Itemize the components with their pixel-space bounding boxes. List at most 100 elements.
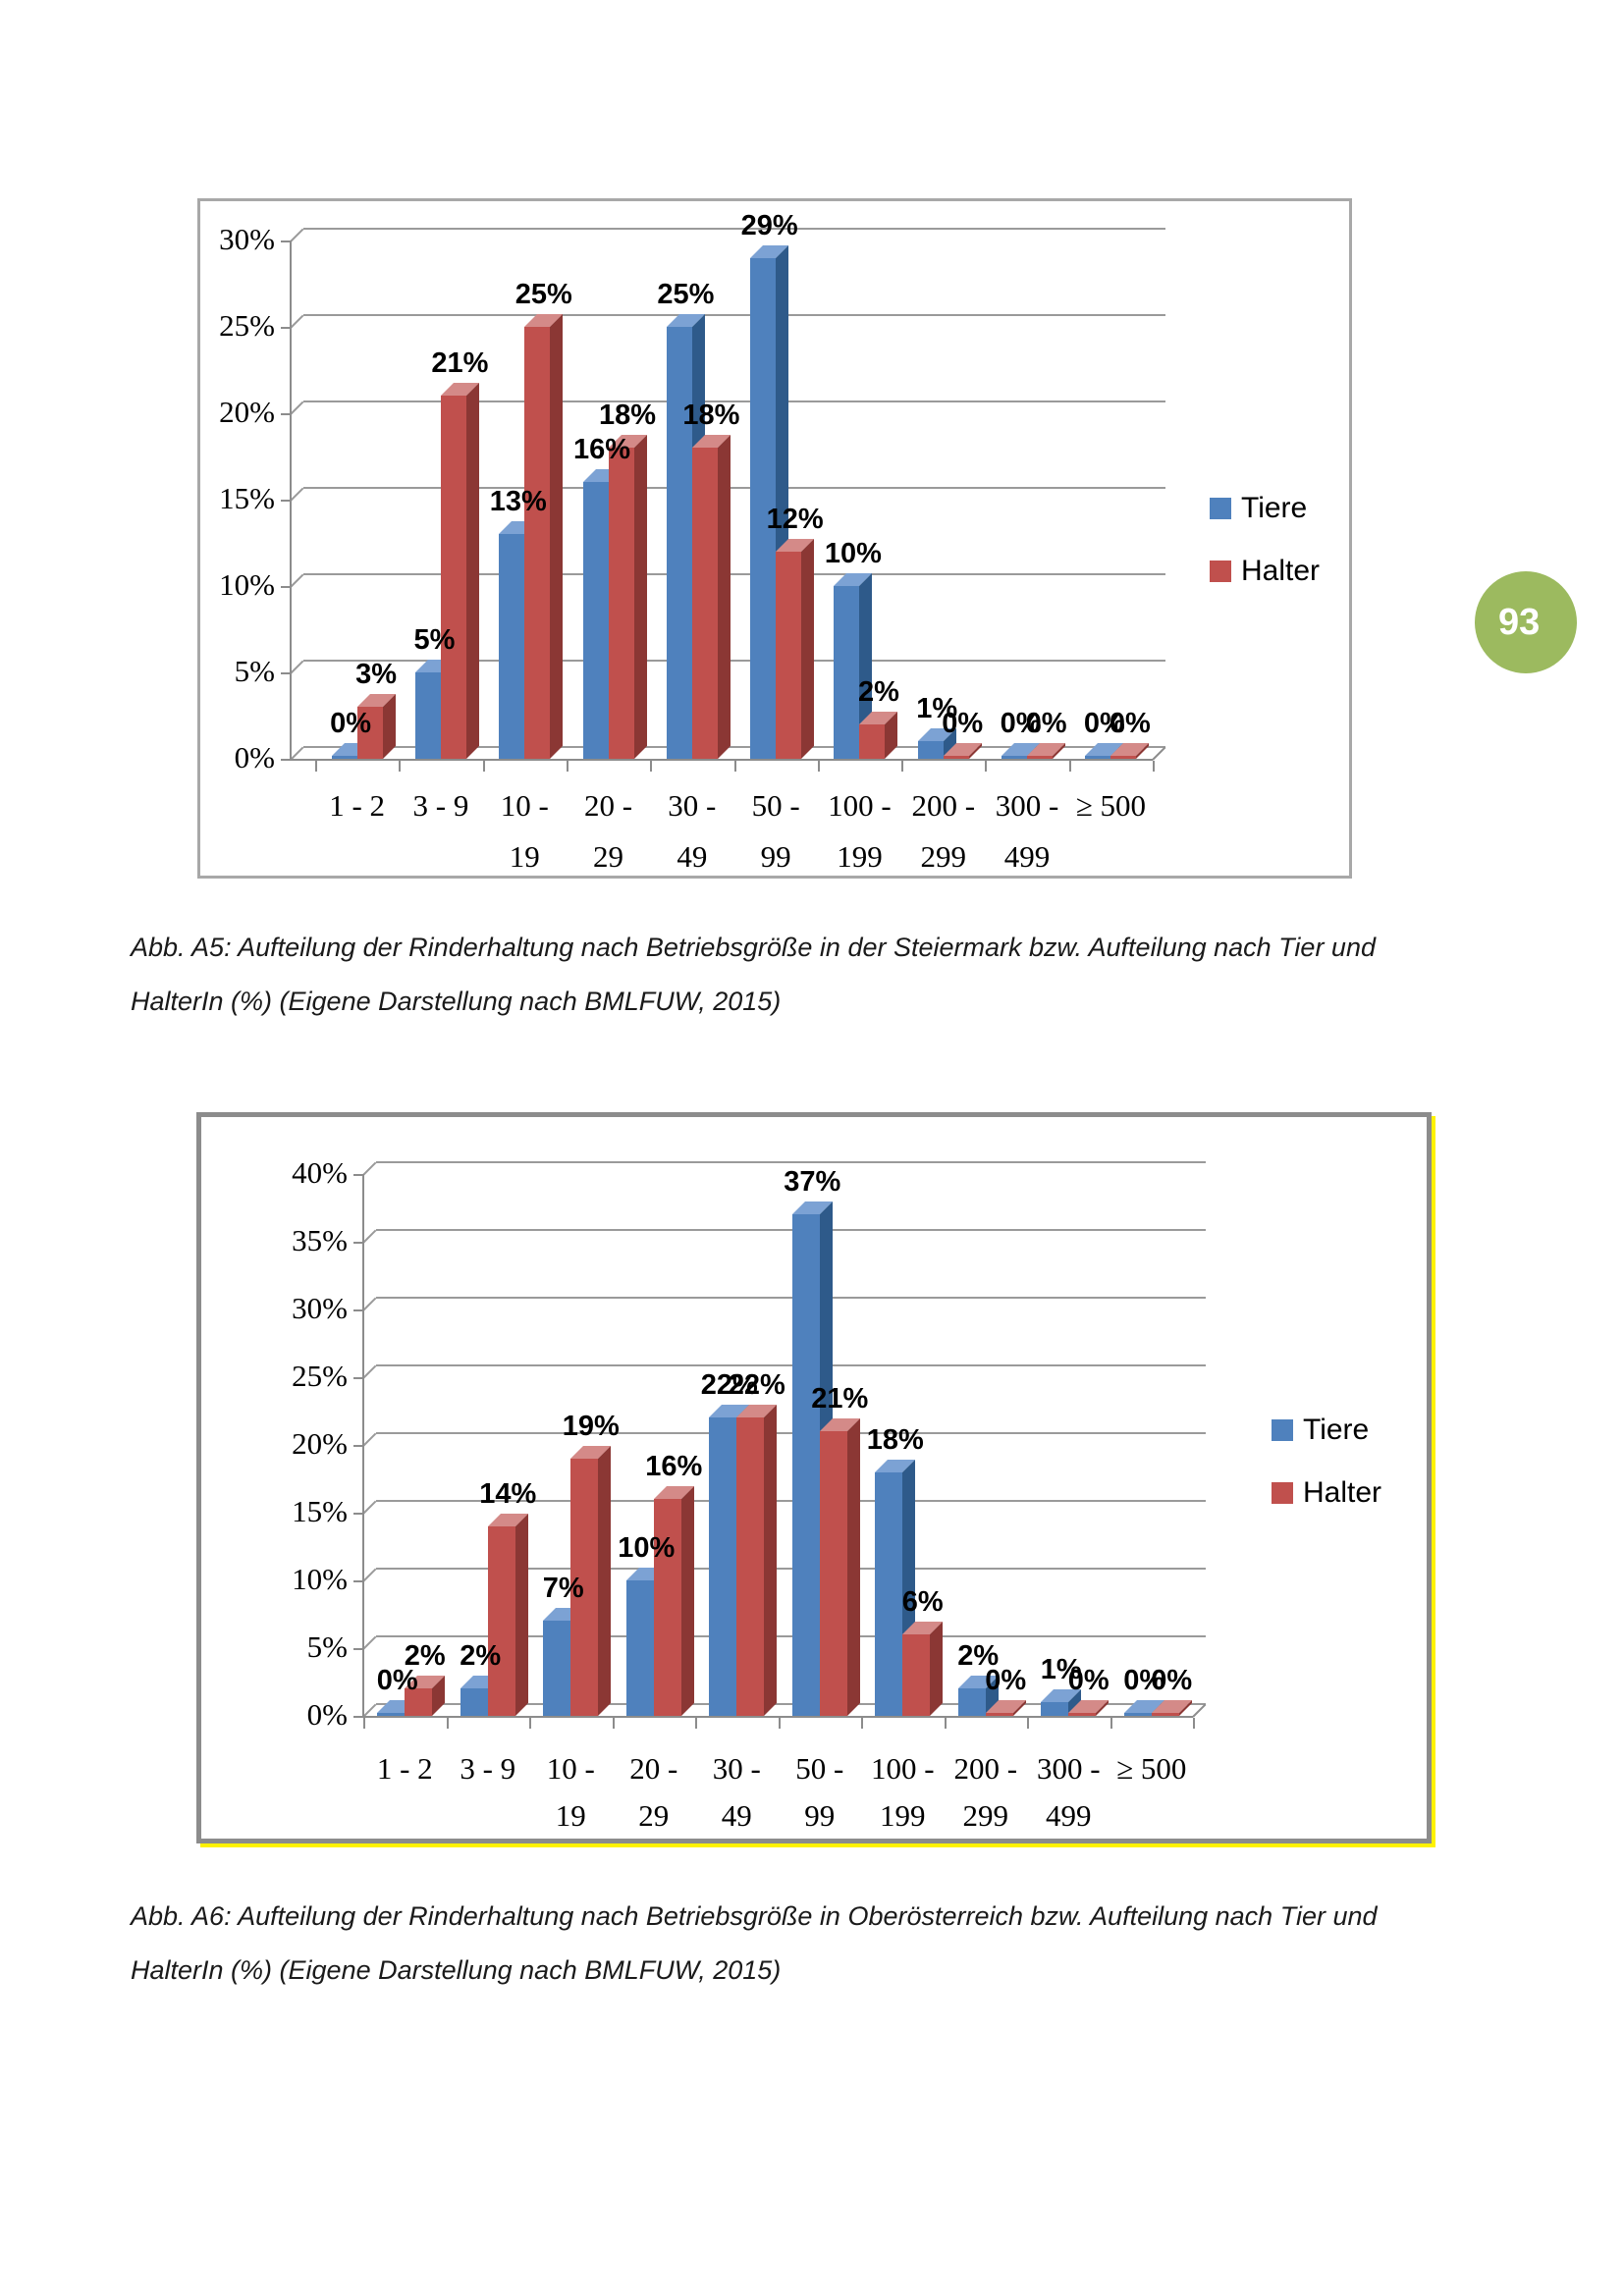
x-axis-tick-0 — [315, 761, 317, 772]
bar-halter-3-9 — [487, 1525, 515, 1716]
legend-item-halter: Halter — [1272, 1476, 1381, 1510]
bar-halter-100-199 — [859, 723, 886, 759]
x-axis-tick-6 — [817, 761, 820, 772]
gridline-20 — [376, 1432, 1206, 1434]
gridline-0 — [303, 746, 1165, 748]
bar-tiere-100-199 — [834, 586, 860, 759]
legend-label-tiere: Tiere — [1241, 492, 1308, 524]
x-axis-tick-9 — [1110, 1718, 1112, 1729]
x-axis-tick-2 — [529, 1718, 531, 1729]
bar-tiere-50-99 — [791, 1214, 820, 1716]
bar-tiere-100-199 — [875, 1471, 903, 1716]
bar-data-label-tiere-3-9: 2% — [460, 1640, 502, 1673]
legend-label-halter: Halter — [1241, 555, 1321, 587]
bar-data-label-halter-1-2: 3% — [355, 659, 398, 691]
x-category-label-1-2: 1 - 2 — [376, 1751, 433, 1786]
x-category-label-3-9: 3 - 9 — [460, 1751, 516, 1786]
legend-swatch-tiere — [1210, 498, 1231, 519]
bar-data-label-halter-≥500: 0% — [1109, 708, 1151, 739]
bar-data-label-tiere-3-9: 5% — [413, 624, 456, 656]
bar-halter-1-2 — [356, 707, 383, 759]
x-category-label2-30-49: 49 — [677, 839, 708, 874]
y-axis-tick-5 — [281, 672, 291, 674]
bar-data-label-tiere-10-19: 13% — [489, 486, 547, 518]
y-tick-label-0: 0% — [234, 740, 275, 774]
x-category-label2-200-299: 299 — [920, 839, 967, 874]
bar-data-label-halter-10-19: 19% — [562, 1410, 620, 1442]
bar-data-label-halter-100-199: 6% — [901, 1586, 944, 1619]
x-category-label2-10-19: 19 — [509, 839, 540, 874]
bar-data-label-tiere-100-199: 10% — [824, 538, 882, 569]
floor-right-edge — [1152, 746, 1166, 761]
x-category-label2-10-19: 19 — [555, 1798, 586, 1833]
y-tick-label-5: 5% — [234, 654, 275, 688]
caption-a6-line1: Abb. A6: Aufteilung der Rinderhaltung na… — [131, 1901, 1378, 1931]
y-axis-tick-35 — [353, 1242, 363, 1244]
bar-data-label-tiere-≥500: 0% — [1123, 1665, 1165, 1696]
bar-halter-200-299 — [985, 1713, 1013, 1716]
chart-a5-steiermark: 0% 5% 10% 15% 20% 25% 30% 1 - 2 3 - 9 10 - 19 20 - 2… — [197, 198, 1352, 879]
bar-tiere-50-99 — [750, 257, 777, 759]
gridline-15 — [303, 487, 1165, 489]
bar-halter-30-49-side-face — [764, 1405, 778, 1716]
x-category-label-300-499: 300 - — [1036, 1751, 1101, 1786]
x-category-label2-20-29: 29 — [593, 839, 624, 874]
bar-halter-30-49 — [736, 1417, 765, 1716]
bar-halter-3-9-side-face — [465, 383, 479, 759]
y-axis-tick-30 — [281, 240, 291, 242]
legend-swatch-halter — [1210, 561, 1231, 582]
x-category-label2-50-99: 99 — [760, 839, 791, 874]
bar-tiere-≥500 — [1123, 1713, 1152, 1716]
bar-tiere-200-299 — [957, 1688, 986, 1716]
gridline-jog-25 — [362, 1364, 377, 1379]
y-axis-line — [290, 240, 292, 761]
bar-tiere-1-2 — [331, 756, 357, 759]
bar-data-label-halter-20-29: 18% — [599, 400, 657, 432]
bar-tiere-30-49 — [666, 327, 692, 759]
y-tick-label-35: 35% — [292, 1223, 348, 1257]
bar-data-label-tiere-20-29: 16% — [573, 434, 631, 466]
bar-halter-1-2 — [405, 1688, 433, 1716]
gridline-jog-30 — [362, 1297, 377, 1311]
bar-halter-20-29 — [653, 1499, 681, 1716]
gridline-jog-20 — [290, 400, 304, 415]
y-tick-label-30: 30% — [292, 1291, 348, 1325]
gridline-25 — [303, 314, 1165, 316]
y-axis-tick-0 — [353, 1716, 363, 1718]
gridline-35 — [376, 1229, 1206, 1231]
y-tick-label-0: 0% — [306, 1697, 348, 1732]
bar-halter-30-49-side-face — [717, 435, 731, 759]
x-category-label-≥500: ≥ 500 — [1116, 1751, 1187, 1786]
x-category-label-10-19: 10 - — [546, 1751, 595, 1786]
y-tick-label-20: 20% — [219, 395, 275, 429]
bar-halter-3-9-side-face — [514, 1513, 528, 1716]
x-category-label-1-2: 1 - 2 — [329, 788, 386, 823]
bar-data-label-halter-10-19: 25% — [514, 279, 572, 310]
gridline-0 — [376, 1703, 1206, 1705]
legend-label-tiere: Tiere — [1303, 1414, 1370, 1446]
bar-data-label-halter-20-29: 16% — [645, 1451, 703, 1483]
x-category-label-50-99: 50 - — [795, 1751, 844, 1786]
bar-data-label-tiere-20-29: 10% — [618, 1532, 676, 1564]
y-tick-label-20: 20% — [292, 1426, 348, 1461]
y-axis-tick-20 — [281, 413, 291, 415]
bar-data-label-halter-30-49: 18% — [682, 400, 740, 432]
y-axis-line — [362, 1174, 364, 1718]
gridline-30 — [376, 1297, 1206, 1299]
x-category-label-200-299: 200 - — [953, 1751, 1018, 1786]
gridline-jog-15 — [362, 1500, 377, 1515]
bar-tiere-300-499 — [1041, 1702, 1069, 1716]
x-axis-tick-10 — [1193, 1718, 1195, 1729]
bar-data-label-halter-300-499: 0% — [1067, 1665, 1110, 1696]
y-tick-label-40: 40% — [292, 1155, 348, 1190]
bar-tiere-10-19 — [499, 534, 525, 759]
x-axis-tick-1 — [446, 1718, 449, 1729]
gridline-15 — [376, 1500, 1206, 1502]
x-axis-line — [363, 1716, 1193, 1718]
x-axis-tick-7 — [901, 761, 904, 772]
y-axis-tick-5 — [353, 1648, 363, 1650]
bar-data-label-halter-≥500: 0% — [1151, 1665, 1193, 1696]
y-tick-label-25: 25% — [292, 1359, 348, 1393]
x-axis-tick-5 — [733, 761, 736, 772]
